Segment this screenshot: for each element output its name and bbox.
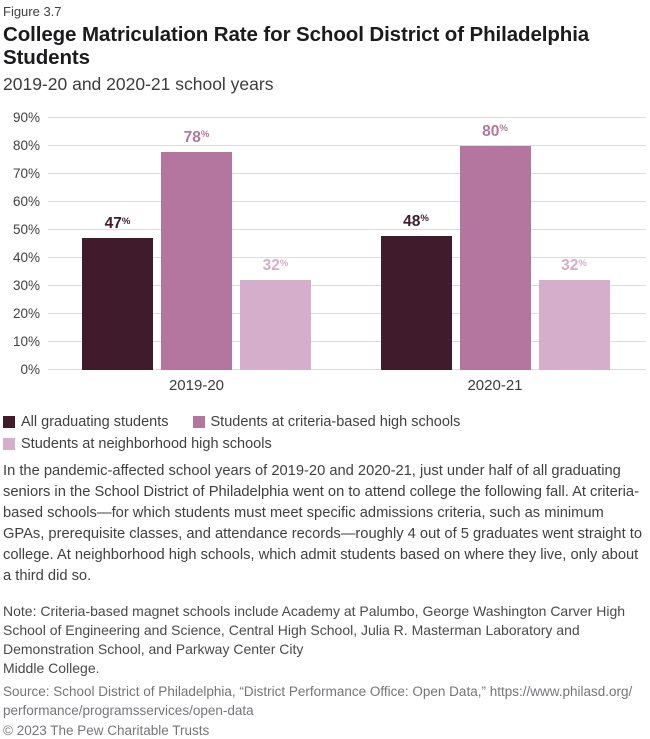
bar-chart: 47% 78% 32% 48% 80% 32% 0% 10% 20% 30% 40% 50% 60% 7… [3, 110, 646, 394]
gridline [48, 145, 646, 146]
y-axis-tick-label: 10% [12, 334, 40, 349]
legend-label: Students at neighborhood high schools [21, 436, 272, 452]
chart-title: College Matriculation Rate for School Di… [3, 23, 590, 69]
bar-value-label: 78% [183, 128, 210, 146]
legend-item: All graduating students [3, 414, 169, 430]
y-axis-tick-label: 60% [12, 194, 40, 209]
y-axis-tick-label: 90% [12, 110, 40, 126]
bar [82, 238, 153, 370]
gridline [48, 285, 646, 286]
bar [161, 151, 232, 370]
legend-item: Students at neighborhood high schools [3, 436, 272, 452]
note-text: Note: Criteria-based magnet schools incl… [3, 602, 626, 676]
gridline [48, 257, 646, 258]
y-axis-tick-label: 30% [12, 278, 40, 293]
gridline [48, 173, 646, 174]
y-axis-tick-label: 50% [12, 222, 40, 237]
y-axis-tick-label: 20% [12, 306, 40, 321]
gridline [48, 229, 646, 230]
figure-number-label: Figure 3.7 [3, 4, 62, 19]
legend-label: Students at criteria-based high schools [210, 414, 461, 430]
plot-area: 47% 78% 32% 48% 80% 32% [48, 117, 646, 370]
bar-value-label: 47% [104, 215, 131, 233]
bar-value-label: 48% [403, 212, 429, 230]
bar-value-label: 32% [561, 257, 587, 275]
gridline [48, 369, 646, 370]
copyright-text: © 2023 The Pew Charitable Trusts [3, 722, 210, 738]
legend-swatch [3, 416, 15, 428]
bar [538, 280, 610, 370]
y-axis-tick-label: 40% [12, 250, 40, 265]
gridline [48, 201, 646, 202]
bar [380, 235, 452, 370]
source-text: Source: School District of Philadelphia,… [3, 683, 633, 719]
legend-swatch [3, 438, 15, 450]
bar [240, 280, 311, 370]
gridline [48, 341, 646, 342]
gridline [48, 313, 646, 314]
y-axis-tick-label: 70% [12, 166, 40, 181]
gridline [48, 117, 646, 118]
x-axis-category-label: 2019-20 [168, 377, 225, 394]
chart-legend: All graduating students Students at crite… [3, 414, 563, 452]
legend-label: All graduating students [21, 414, 169, 430]
chart-subtitle: 2019-20 and 2020-21 school years [3, 74, 274, 94]
bar-value-label: 80% [482, 123, 508, 140]
bar [459, 146, 531, 370]
legend-item: Students at criteria-based high schools [192, 414, 461, 430]
bar-value-label: 32% [262, 257, 289, 275]
summary-paragraph: In the pandemic-affected school years of… [3, 463, 642, 584]
y-axis-tick-label: 0% [20, 362, 40, 377]
legend-swatch [192, 416, 205, 428]
y-axis-tick-label: 80% [12, 138, 40, 153]
x-axis-category-label: 2020-21 [467, 377, 523, 394]
